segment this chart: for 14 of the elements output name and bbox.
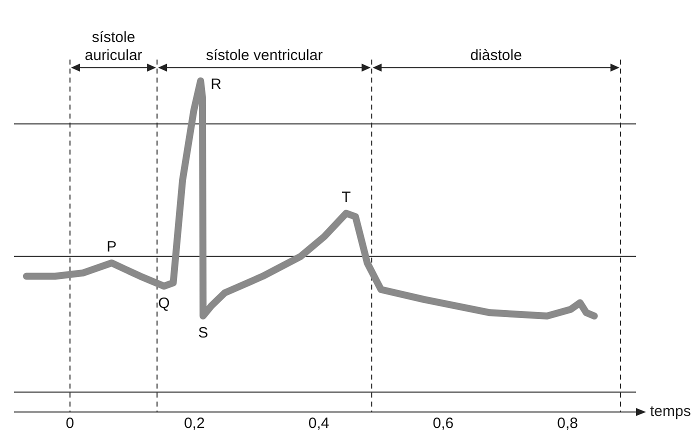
annotation: S	[198, 324, 208, 342]
annotation: Q	[158, 294, 170, 312]
text: sístole auricular	[84, 29, 142, 64]
annotation: T	[342, 188, 351, 206]
x-axis-title: temps	[650, 403, 691, 420]
text: sístole ventricular	[206, 47, 323, 64]
x-tick-label: 0,6	[432, 415, 454, 432]
x-tick-label: 0,8	[557, 415, 578, 432]
x-tick-label: 0,2	[184, 415, 205, 432]
annotation: P	[106, 238, 117, 256]
annotation: R	[210, 76, 222, 93]
text: diàstole	[470, 47, 522, 64]
x-tick-label: 0,4	[308, 415, 330, 432]
x-tick-label: 0	[66, 415, 74, 432]
